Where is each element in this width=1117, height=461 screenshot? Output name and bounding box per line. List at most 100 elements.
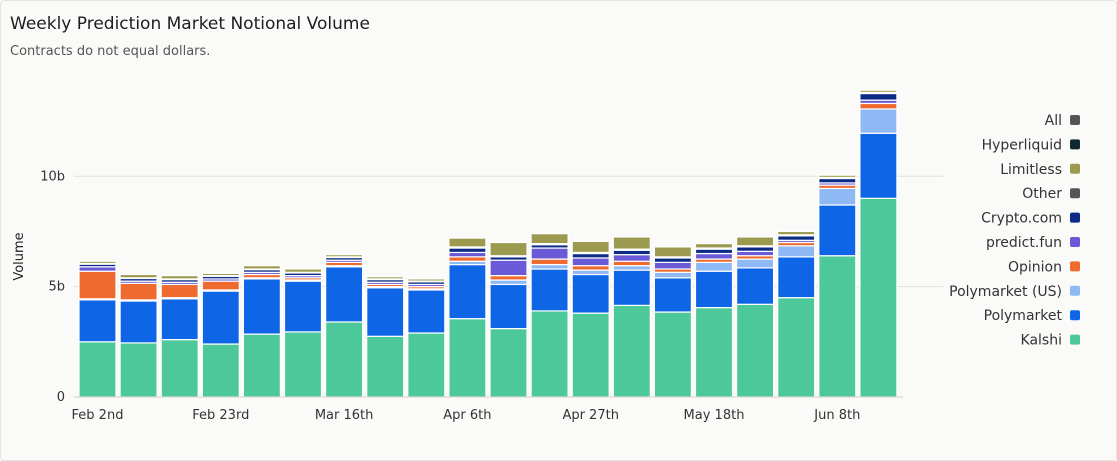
legend-item-all[interactable]: All <box>1045 113 1080 129</box>
legend-swatch <box>1070 115 1080 125</box>
legend-item-predict-fun[interactable]: predict.fun <box>986 235 1080 251</box>
legend-label: Limitless <box>1000 162 1062 178</box>
bar-segment-polymarket-us- <box>777 245 816 258</box>
bar-segment-polymarket <box>201 290 240 345</box>
bar-segment-limitless <box>407 278 446 282</box>
bar-segment-limitless <box>612 236 651 250</box>
bar-segment-predict-fun <box>694 252 734 260</box>
x-tick-label: Apr 6th <box>443 408 491 423</box>
bar-segment-polymarket <box>653 277 693 313</box>
bar-segment-kalshi <box>653 311 693 398</box>
bar-segment-polymarket <box>530 268 569 312</box>
bar-segment-limitless <box>777 230 816 236</box>
bar-segment-crypto-com <box>653 257 693 263</box>
legend-item-hyperliquid[interactable]: Hyperliquid <box>982 137 1080 153</box>
bar-segment-limitless <box>201 272 240 277</box>
bar-segment-limitless <box>653 246 693 258</box>
legend-item-kalshi[interactable]: Kalshi <box>1021 333 1080 349</box>
bar-segment-polymarket-us- <box>489 279 528 286</box>
legend-item-limitless[interactable]: Limitless <box>1000 162 1080 178</box>
bar-segment-limitless <box>119 273 158 279</box>
x-tick-label: Mar 16th <box>315 408 374 423</box>
bar-segment-limitless <box>366 276 405 280</box>
bar-segment-limitless <box>78 260 117 265</box>
bar-segment-opinion <box>78 270 117 300</box>
bar-stack-18 <box>818 174 857 398</box>
bar-segment-polymarket <box>571 273 610 314</box>
bar-segment-polymarket-us- <box>530 263 569 270</box>
bar-segment-kalshi <box>119 342 158 398</box>
y-axis-title: Volume <box>12 232 27 280</box>
x-tick-label: Apr 27th <box>562 408 619 423</box>
bar-segment-kalshi <box>530 310 569 398</box>
bar-segment-kalshi <box>777 297 816 398</box>
bar-segment-opinion <box>571 265 610 271</box>
bar-segment-kalshi <box>735 303 775 398</box>
bar-stack-6 <box>325 254 364 398</box>
legend-label: Crypto.com <box>981 211 1062 227</box>
bar-segment-kalshi <box>407 332 446 398</box>
bar-stack-5 <box>283 268 323 398</box>
y-tick-label: 0 <box>57 390 65 405</box>
bar-segment-polymarket <box>119 300 158 344</box>
bar-segment-kalshi <box>694 307 734 398</box>
legend-item-crypto-com[interactable]: Crypto.com <box>981 211 1080 227</box>
bar-segment-limitless <box>571 240 610 254</box>
bar-segment-predict-fun <box>612 254 651 262</box>
bar-segment-kalshi <box>859 197 898 398</box>
legend-label: Polymarket <box>984 308 1063 324</box>
legend-swatch <box>1070 261 1080 272</box>
bar-segment-kalshi <box>448 318 487 398</box>
x-tick-label: Feb 23rd <box>192 408 249 423</box>
bar-segment-limitless <box>242 265 281 270</box>
bar-segment-predict-fun <box>78 266 117 272</box>
bar-segment-kalshi <box>612 304 651 398</box>
legend: All Hyperliquid Limitless Other Crypto.com pr… <box>949 113 1080 349</box>
bar-segment-opinion <box>859 102 898 110</box>
bar-segment-limitless <box>160 275 199 280</box>
bar-segment-limitless <box>859 89 898 94</box>
legend-item-polymarket[interactable]: Polymarket <box>984 308 1080 324</box>
bar-segment-crypto-com <box>612 249 651 256</box>
bar-segment-kalshi <box>160 339 199 398</box>
bar-segment-polymarket <box>283 280 323 333</box>
bar-stack-15 <box>694 243 734 398</box>
bar-segment-opinion <box>448 256 487 262</box>
bar-segment-polymarket <box>859 132 898 199</box>
legend-item-opinion[interactable]: Opinion <box>1008 259 1080 275</box>
bar-segment-crypto-com <box>859 92 898 101</box>
y-tick-label: 5b <box>48 280 65 295</box>
bar-segment-limitless <box>530 233 569 245</box>
legend-swatch <box>1070 334 1080 345</box>
bar-segment-kalshi <box>489 327 528 398</box>
bar-segment-predict-fun <box>653 261 693 270</box>
bar-segment-polymarket <box>78 299 117 343</box>
x-tick-label: Feb 2nd <box>72 408 124 423</box>
bar-segment-opinion <box>201 280 240 291</box>
bar-segment-polymarket-us- <box>735 258 775 269</box>
bar-stack-17 <box>777 230 816 398</box>
bar-segment-polymarket <box>407 289 446 334</box>
bar-stack-9 <box>448 237 487 398</box>
legend-swatch <box>1070 285 1080 296</box>
legend-label: Polymarket (US) <box>949 284 1062 300</box>
bar-segment-kalshi <box>571 312 610 398</box>
bar-segment-predict-fun <box>489 259 528 277</box>
bar-segment-limitless <box>448 237 487 248</box>
bar-segment-polymarket <box>489 283 528 330</box>
bar-segment-kalshi <box>242 333 281 398</box>
bar-segment-polymarket-us- <box>612 265 651 271</box>
bar-stack-0 <box>78 260 117 398</box>
legend-label: Kalshi <box>1021 333 1062 349</box>
legend-item-polymarket-us-[interactable]: Polymarket (US) <box>949 284 1080 300</box>
bar-segment-polymarket <box>160 298 199 341</box>
bar-stack-2 <box>160 275 199 398</box>
bar-segment-opinion <box>489 275 528 281</box>
bar-segment-polymarket <box>694 270 734 309</box>
bar-stack-14 <box>653 246 693 398</box>
bar-segment-polymarket <box>366 287 405 337</box>
bar-segment-polymarket <box>612 269 651 307</box>
bar-segment-opinion <box>119 282 158 301</box>
legend-item-other[interactable]: Other <box>1022 186 1080 202</box>
bar-segment-opinion <box>530 258 569 266</box>
